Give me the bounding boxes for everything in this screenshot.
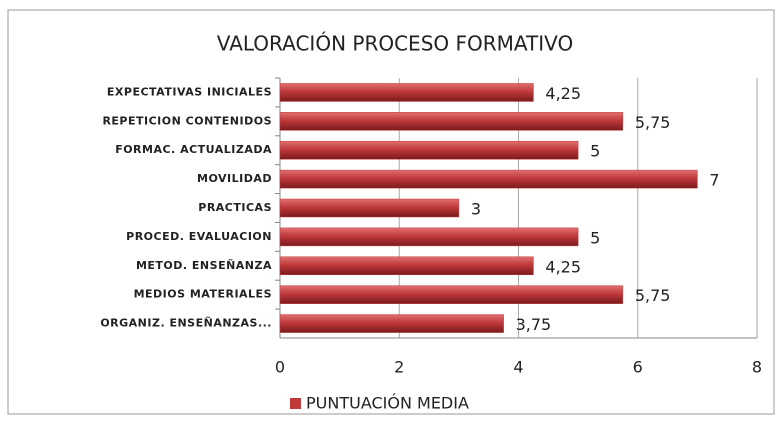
y-tick-label: EXPECTATIVAS INICIALES — [107, 85, 272, 98]
bar — [279, 112, 624, 131]
x-tick-label: 8 — [752, 358, 762, 377]
value-label: 3,75 — [516, 315, 552, 334]
y-tick-label: FORMAC. ACTUALIZADA — [115, 143, 272, 156]
y-tick-label: METOD. ENSEÑANZA — [136, 259, 272, 272]
value-label: 5,75 — [635, 113, 671, 132]
bar — [279, 285, 624, 304]
y-tick-label: MEDIOS MATERIALES — [134, 288, 272, 301]
y-tick-label: ORGANIZ. ENSEÑANZAS... — [100, 317, 272, 330]
value-label: 4,25 — [545, 84, 581, 103]
bar — [279, 169, 698, 189]
chart-border — [7, 9, 775, 415]
x-tick-label: 0 — [275, 358, 285, 377]
y-tick-label: MOVILIDAD — [197, 172, 272, 185]
x-tick-label: 6 — [633, 358, 643, 377]
bar — [279, 83, 534, 102]
value-label: 4,25 — [545, 257, 581, 276]
legend-swatch — [290, 398, 301, 409]
bar — [279, 256, 534, 276]
chart-title: VALORACIÓN PROCESO FORMATIVO — [217, 32, 573, 56]
legend-label: PUNTUACIÓN MEDIA — [306, 394, 469, 413]
bar — [279, 227, 579, 247]
y-tick-label: PRACTICAS — [198, 201, 272, 214]
y-tick-label: PROCED. EVALUACION — [126, 230, 272, 243]
x-tick-label: 2 — [394, 358, 404, 377]
value-label: 5,75 — [635, 286, 671, 305]
bar — [279, 314, 504, 333]
value-label: 3 — [471, 200, 481, 219]
value-label: 7 — [709, 171, 719, 190]
y-tick-label: REPETICION CONTENIDOS — [102, 114, 272, 127]
bar — [279, 140, 579, 160]
value-label: 5 — [590, 228, 600, 247]
x-tick-label: 4 — [513, 358, 523, 377]
value-label: 5 — [590, 142, 600, 161]
bar — [279, 198, 460, 218]
